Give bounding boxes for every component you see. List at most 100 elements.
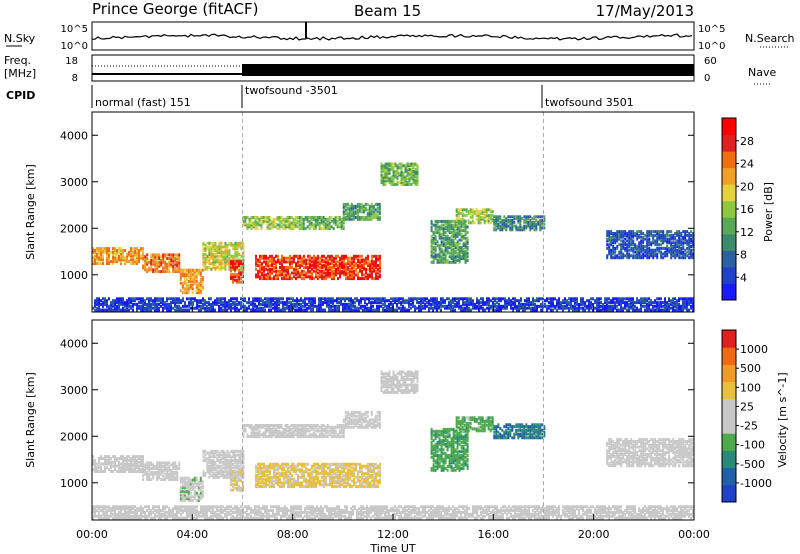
power-cell xyxy=(212,254,215,258)
power-cell xyxy=(132,262,134,265)
power-cell xyxy=(384,173,387,177)
power-cell xyxy=(114,252,116,256)
velocity-cell xyxy=(204,449,207,453)
power-cell xyxy=(266,299,268,303)
power-cell xyxy=(299,256,301,260)
power-cell xyxy=(361,271,363,275)
power-cell xyxy=(166,302,168,306)
power-cell xyxy=(568,306,570,310)
power-cell xyxy=(271,271,273,275)
power-cell xyxy=(100,256,102,260)
velocity-cell xyxy=(110,457,112,460)
velocity-cell xyxy=(199,478,202,482)
power-cell xyxy=(260,223,263,227)
power-cell xyxy=(375,277,377,281)
power-cell xyxy=(483,210,486,214)
power-cell xyxy=(371,258,373,262)
power-cell xyxy=(164,306,166,310)
power-cell xyxy=(508,297,510,301)
power-cell xyxy=(346,216,349,219)
power-cell xyxy=(535,228,538,232)
power-cell xyxy=(114,260,116,264)
power-cell xyxy=(114,302,116,306)
velocity-cell xyxy=(106,462,108,466)
power-cell xyxy=(313,277,315,281)
power-cell xyxy=(448,302,450,306)
power-cell xyxy=(480,304,482,308)
power-cell xyxy=(325,277,327,281)
power-cell xyxy=(138,260,140,264)
power-cell xyxy=(345,273,347,277)
power-cell xyxy=(487,221,490,225)
power-cell xyxy=(521,217,524,221)
power-cell xyxy=(104,249,106,252)
power-cell xyxy=(166,306,168,310)
power-cell xyxy=(376,216,379,219)
power-cell xyxy=(402,297,404,301)
power-cell xyxy=(355,256,357,260)
velocity-cell xyxy=(136,466,138,470)
power-cell xyxy=(636,256,639,260)
power-cell xyxy=(608,237,611,241)
power-cell xyxy=(296,302,298,306)
power-cell xyxy=(220,264,223,268)
power-cell xyxy=(172,299,174,303)
power-cell xyxy=(448,219,451,223)
power-cell xyxy=(498,308,500,312)
power-cell xyxy=(460,251,463,255)
power-cell xyxy=(192,302,194,306)
power-cell xyxy=(216,297,218,301)
power-cell xyxy=(293,271,295,275)
power-cell xyxy=(494,304,496,308)
power-cell xyxy=(234,269,236,273)
velocity-cell xyxy=(212,472,215,476)
velocity-cell xyxy=(156,478,159,482)
power-cell xyxy=(342,206,345,210)
power-cell xyxy=(434,229,437,233)
velocity-cell xyxy=(168,472,171,476)
power-cell xyxy=(432,260,435,264)
power-cell xyxy=(620,299,622,303)
power-cell xyxy=(314,219,317,223)
power-cell xyxy=(400,177,403,181)
power-cell xyxy=(232,297,234,301)
power-cell xyxy=(460,247,463,251)
power-cell xyxy=(398,301,400,305)
power-cell xyxy=(377,271,379,275)
power-cell xyxy=(386,164,389,168)
power-cell xyxy=(176,297,178,301)
power-cell xyxy=(360,299,362,303)
power-cell xyxy=(678,250,681,254)
power-cell xyxy=(272,297,274,301)
velocity-cell xyxy=(120,468,122,472)
velocity-cell xyxy=(208,460,211,464)
power-cell xyxy=(313,258,315,262)
power-cell xyxy=(92,306,94,310)
velocity-cell xyxy=(148,472,151,476)
power-cell xyxy=(436,255,439,259)
power-cell xyxy=(386,162,389,166)
power-cell xyxy=(554,304,556,308)
power-cell xyxy=(690,248,693,252)
power-cell xyxy=(312,299,314,303)
power-cell xyxy=(176,253,179,257)
power-cell xyxy=(690,237,693,241)
power-cell xyxy=(289,266,291,269)
power-cell xyxy=(522,302,524,306)
power-cell xyxy=(292,227,295,231)
power-cell xyxy=(646,252,649,256)
power-cell xyxy=(523,220,526,224)
power-cell xyxy=(108,260,110,264)
power-cell xyxy=(298,216,301,219)
power-cell xyxy=(252,304,254,308)
power-cell xyxy=(664,304,666,308)
power-cell xyxy=(162,268,165,272)
power-cell xyxy=(230,308,232,312)
power-cell xyxy=(600,304,602,308)
velocity-cell xyxy=(158,476,161,480)
power-cell xyxy=(286,225,289,229)
power-cell xyxy=(454,302,456,306)
power-cell xyxy=(244,217,247,221)
power-cell xyxy=(324,217,327,221)
power-cell xyxy=(242,269,244,273)
